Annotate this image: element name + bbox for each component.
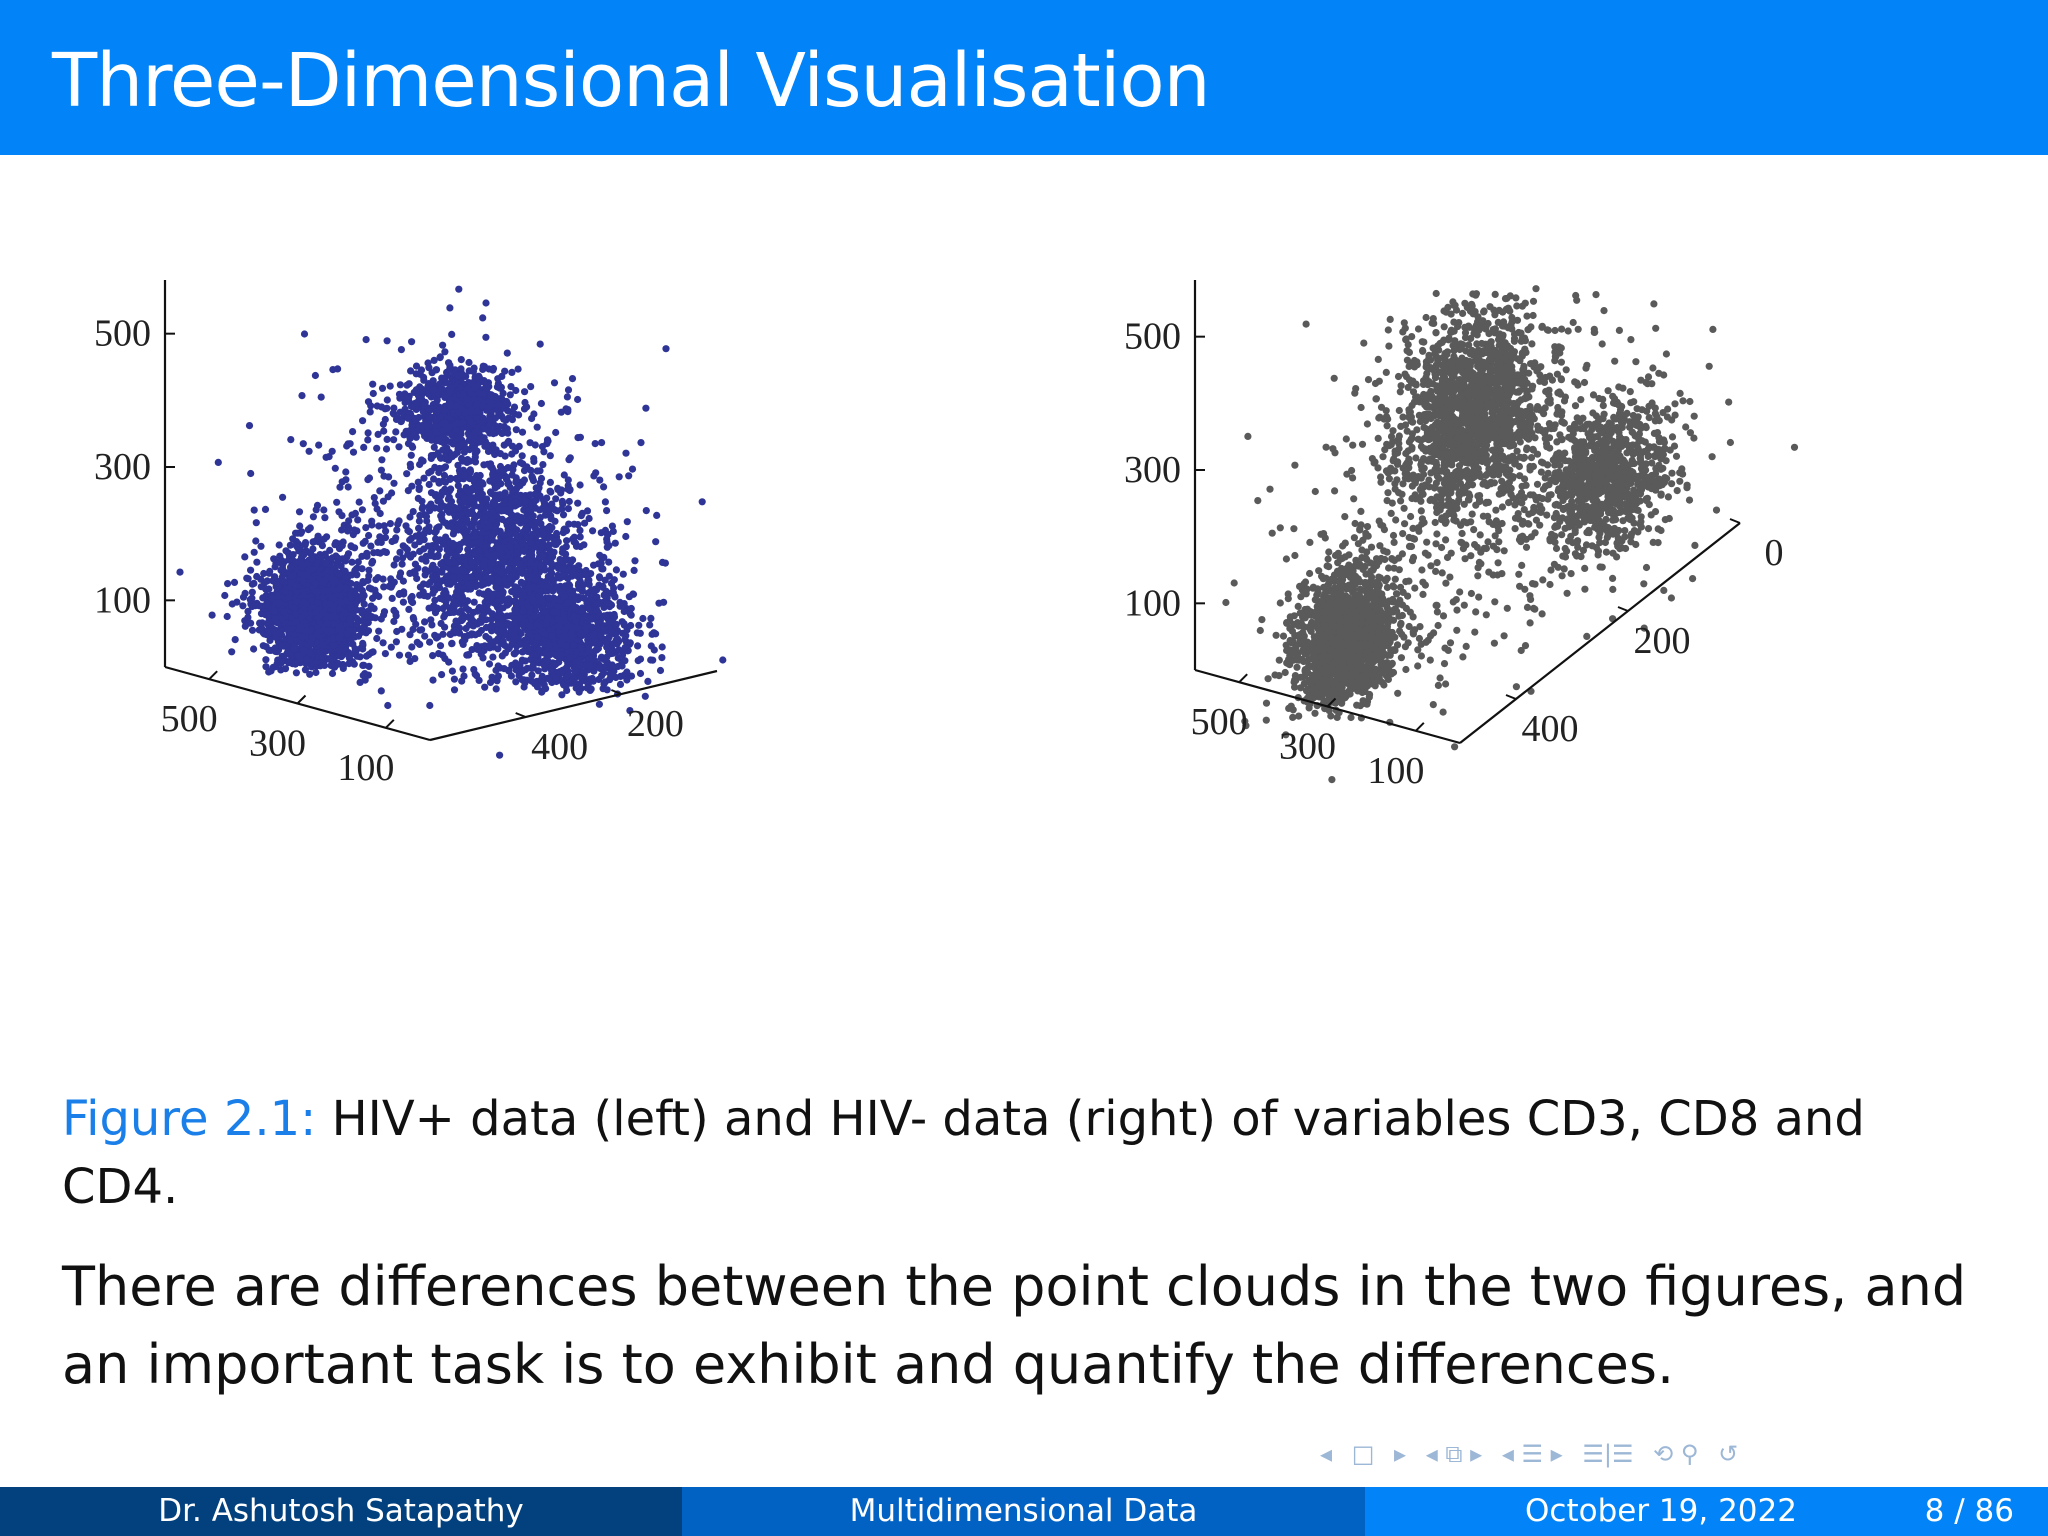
slide-body-text: There are differences between the point … (62, 1255, 1967, 1396)
y-tick-label: 200 (1634, 620, 1691, 662)
z-tick-label: 300 (94, 446, 151, 488)
y-tick-label: 400 (531, 726, 588, 768)
y-tick-label: 0 (1765, 532, 1784, 574)
subsection-icon[interactable]: ◂ ⧉ ▸ (1425, 1440, 1483, 1468)
x-tick-label: 500 (161, 698, 218, 740)
footer-date: October 19, 2022 (1525, 1493, 1797, 1529)
y-tick-label: 400 (1522, 708, 1579, 750)
z-tick-label: 500 (94, 313, 151, 355)
scatter-plot-hiv-positive: 500 300 100 500 300 100 400 200 (94, 280, 727, 789)
footer-author: Dr. Ashutosh Satapathy (0, 1487, 682, 1536)
footer-topic: Multidimensional Data (682, 1487, 1365, 1536)
search-icon[interactable]: ⟲ ⚲ (1653, 1440, 1699, 1468)
title-bar: Three-Dimensional Visualisation (0, 0, 2048, 155)
x-tick-label: 100 (337, 747, 394, 789)
slide-title: Three-Dimensional Visualisation (52, 38, 1211, 124)
nav-prev-icon[interactable]: ◂ (1320, 1440, 1333, 1468)
x-tick-label: 300 (1279, 726, 1336, 768)
back-icon[interactable]: ↺ (1718, 1440, 1739, 1468)
figure-caption-text: HIV+ data (left) and HIV- data (right) o… (62, 1091, 1865, 1215)
frame-icon[interactable]: □ (1351, 1440, 1375, 1468)
x-tick-label: 300 (249, 723, 306, 765)
point-cloud (176, 285, 727, 759)
footer-date-page: October 19, 2022 8 / 86 (1365, 1487, 2048, 1536)
z-tick-label: 100 (94, 579, 151, 621)
figure-caption: Figure 2.1: HIV+ data (left) and HIV- da… (62, 1085, 1962, 1221)
z-tick-label: 500 (1124, 316, 1181, 358)
section-icon[interactable]: ◂ ☰ ▸ (1501, 1440, 1563, 1468)
align-icon[interactable]: ☰|☰ (1582, 1440, 1634, 1468)
x-tick-label: 500 (1191, 701, 1248, 743)
x-tick-label: 100 (1367, 750, 1424, 792)
footer: Dr. Ashutosh Satapathy Multidimensional … (0, 1487, 2048, 1536)
scatter-plot-hiv-negative: 500 300 100 500 300 100 400 200 0 (1124, 280, 1799, 792)
y-tick-label: 200 (627, 703, 684, 745)
z-tick-label: 300 (1124, 449, 1181, 491)
nav-next-icon[interactable]: ▸ (1394, 1440, 1407, 1468)
point-cloud (1222, 285, 1799, 784)
figure-label: Figure 2.1: (62, 1091, 317, 1147)
beamer-navigation: ◂ □ ▸ ◂ ⧉ ▸ ◂ ☰ ▸ ☰|☰ ⟲ ⚲ ↺ (1320, 1440, 2040, 1476)
footer-page-number: 8 / 86 (1924, 1493, 2014, 1529)
z-tick-label: 100 (1124, 582, 1181, 624)
